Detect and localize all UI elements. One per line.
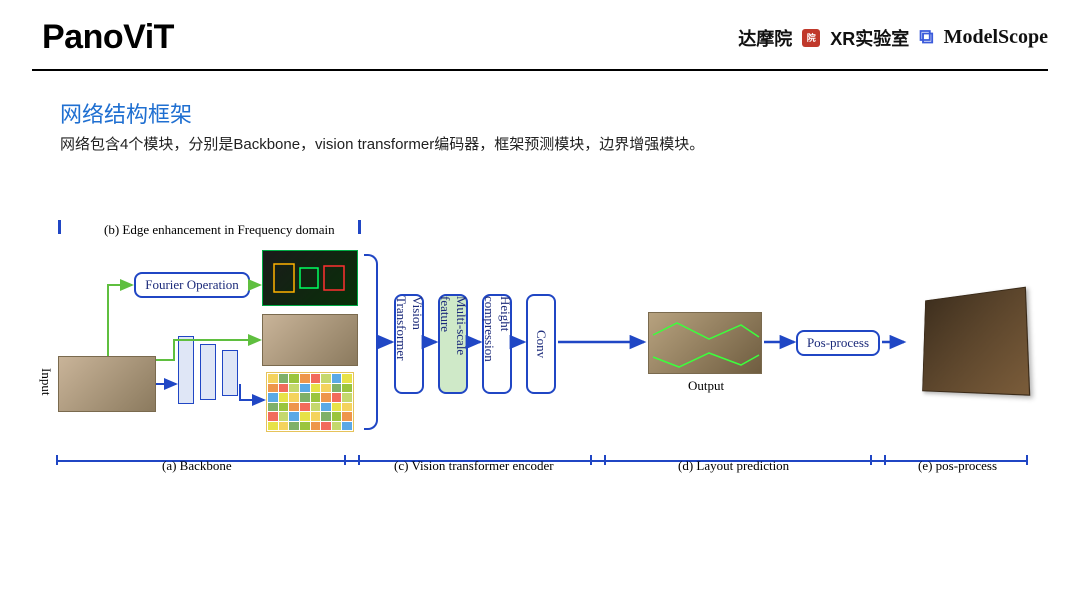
output-panorama-image <box>648 312 762 374</box>
brand-modelscope: ModelScope <box>944 26 1048 49</box>
conv-label: Conv <box>533 330 549 358</box>
brand-xrlab: XR实验室 <box>830 25 909 51</box>
brand-row: 达摩院 院 XR实验室 ⧉ ModelScope <box>738 25 1048 51</box>
patch-mosaic <box>266 372 354 432</box>
damo-icon: 院 <box>802 29 820 47</box>
output-label: Output <box>688 378 724 394</box>
label-b: (b) Edge enhancement in Frequency domain <box>104 222 335 238</box>
architecture-diagram: Input Fourier Operation Vision Transform… <box>34 200 1046 480</box>
feature-panorama-image <box>262 314 358 366</box>
msf-label: Multi-scale feature <box>437 296 469 392</box>
label-d: (d) Layout prediction <box>678 458 789 474</box>
sec-tick-3 <box>870 455 872 465</box>
sec-tick-1b <box>358 455 360 465</box>
multiscale-feature-block: Multi-scale feature <box>438 294 468 394</box>
cnn-layer-2 <box>200 344 216 400</box>
sec-tick-0 <box>56 455 58 465</box>
cnn-layer-1 <box>178 336 194 404</box>
hcomp-label: Height compression <box>481 296 513 392</box>
page-title: PanoViT <box>42 18 174 57</box>
subhead: 网络结构框架 网络包含4个模块，分别是Backbone，vision trans… <box>0 71 1080 156</box>
fourier-operation-block: Fourier Operation <box>134 272 250 298</box>
room3d-output <box>922 287 1030 396</box>
section-desc: 网络包含4个模块，分别是Backbone，vision transformer编… <box>60 133 1020 154</box>
sec-tick-3b <box>884 455 886 465</box>
vit-label: Vision Transformer <box>393 296 425 392</box>
sec-tick-4 <box>1026 455 1028 465</box>
sec-tick-1 <box>344 455 346 465</box>
brand-damo: 达摩院 <box>738 25 792 51</box>
sec-tick-2b <box>604 455 606 465</box>
section-title: 网络结构框架 <box>60 97 1020 129</box>
b-marker-right <box>358 220 361 234</box>
pos-process-block: Pos-process <box>796 330 880 356</box>
conv-block: Conv <box>526 294 556 394</box>
b-marker-left <box>58 220 61 234</box>
concat-bracket <box>364 254 378 430</box>
fourier-label: Fourier Operation <box>145 277 239 293</box>
vision-transformer-block: Vision Transformer <box>394 294 424 394</box>
label-c: (c) Vision transformer encoder <box>394 458 554 474</box>
height-compression-block: Height compression <box>482 294 512 394</box>
input-panorama-image <box>58 356 156 412</box>
label-a: (a) Backbone <box>162 458 232 474</box>
modelscope-icon: ⧉ <box>919 26 933 49</box>
posprocess-label: Pos-process <box>807 335 869 351</box>
label-e: (e) pos-process <box>918 458 997 474</box>
input-label: Input <box>38 368 54 395</box>
header: PanoViT 达摩院 院 XR实验室 ⧉ ModelScope <box>0 0 1080 57</box>
cnn-layer-3 <box>222 350 238 396</box>
sec-tick-2 <box>590 455 592 465</box>
fourier-output-image <box>262 250 358 306</box>
